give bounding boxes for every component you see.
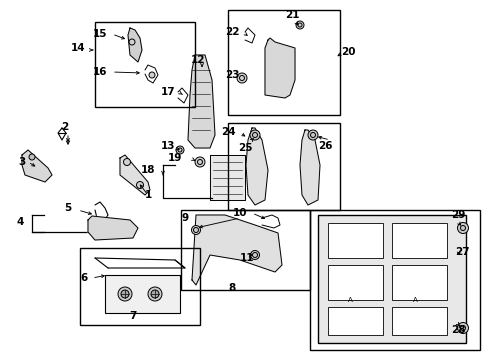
Bar bbox=[227, 10, 339, 115]
Text: 15: 15 bbox=[93, 29, 107, 39]
Bar bbox=[391, 265, 446, 300]
Text: 3: 3 bbox=[19, 157, 25, 167]
Circle shape bbox=[457, 222, 468, 234]
Bar bbox=[227, 123, 339, 210]
Polygon shape bbox=[245, 128, 267, 205]
Text: 14: 14 bbox=[71, 43, 85, 53]
Text: 13: 13 bbox=[161, 141, 175, 151]
Text: 4: 4 bbox=[16, 217, 23, 227]
Text: 7: 7 bbox=[129, 311, 137, 321]
Bar bbox=[105, 275, 180, 313]
Circle shape bbox=[121, 290, 129, 298]
Text: 9: 9 bbox=[181, 213, 188, 223]
Polygon shape bbox=[128, 28, 142, 62]
Text: 21: 21 bbox=[284, 10, 299, 20]
Bar bbox=[181, 210, 309, 290]
Text: 25: 25 bbox=[237, 143, 252, 153]
Text: 29: 29 bbox=[450, 210, 464, 220]
Circle shape bbox=[237, 73, 246, 83]
Text: 11: 11 bbox=[239, 253, 254, 263]
Circle shape bbox=[191, 225, 200, 234]
Polygon shape bbox=[299, 130, 319, 205]
Circle shape bbox=[457, 323, 468, 333]
Bar bbox=[327, 223, 382, 258]
Text: 17: 17 bbox=[161, 87, 175, 97]
Circle shape bbox=[195, 157, 204, 167]
Circle shape bbox=[123, 158, 130, 166]
Polygon shape bbox=[22, 150, 52, 182]
Text: 16: 16 bbox=[93, 67, 107, 77]
Circle shape bbox=[149, 72, 155, 78]
Polygon shape bbox=[120, 155, 150, 195]
Bar bbox=[327, 307, 382, 335]
Polygon shape bbox=[264, 38, 294, 98]
Circle shape bbox=[250, 251, 259, 260]
Text: 27: 27 bbox=[454, 247, 468, 257]
Text: 2: 2 bbox=[61, 122, 68, 132]
Circle shape bbox=[249, 130, 260, 140]
Text: A: A bbox=[412, 297, 417, 303]
Bar bbox=[309, 210, 479, 350]
Circle shape bbox=[29, 154, 35, 160]
Text: 22: 22 bbox=[224, 27, 239, 37]
Text: 10: 10 bbox=[232, 208, 247, 218]
Circle shape bbox=[118, 287, 132, 301]
Bar bbox=[327, 265, 382, 300]
Text: 1: 1 bbox=[144, 190, 151, 200]
Text: 28: 28 bbox=[450, 325, 464, 335]
Text: 18: 18 bbox=[141, 165, 155, 175]
Text: A: A bbox=[347, 297, 352, 303]
Bar bbox=[80, 248, 200, 325]
Text: 12: 12 bbox=[190, 55, 205, 65]
Text: 19: 19 bbox=[167, 153, 182, 163]
Circle shape bbox=[307, 130, 317, 140]
Text: 20: 20 bbox=[340, 47, 354, 57]
Text: 24: 24 bbox=[220, 127, 235, 137]
Polygon shape bbox=[88, 216, 138, 240]
Bar bbox=[317, 215, 465, 343]
Polygon shape bbox=[192, 215, 282, 285]
Text: 26: 26 bbox=[317, 141, 331, 151]
Bar bbox=[95, 22, 195, 107]
Circle shape bbox=[151, 290, 159, 298]
Polygon shape bbox=[187, 55, 215, 148]
Circle shape bbox=[176, 146, 183, 154]
Text: 5: 5 bbox=[64, 203, 71, 213]
Circle shape bbox=[148, 287, 162, 301]
Bar bbox=[391, 307, 446, 335]
Bar bbox=[391, 223, 446, 258]
Circle shape bbox=[136, 181, 143, 189]
Text: 6: 6 bbox=[80, 273, 87, 283]
Text: 8: 8 bbox=[228, 283, 235, 293]
Polygon shape bbox=[209, 155, 244, 200]
Circle shape bbox=[295, 21, 304, 29]
Text: 23: 23 bbox=[224, 70, 239, 80]
